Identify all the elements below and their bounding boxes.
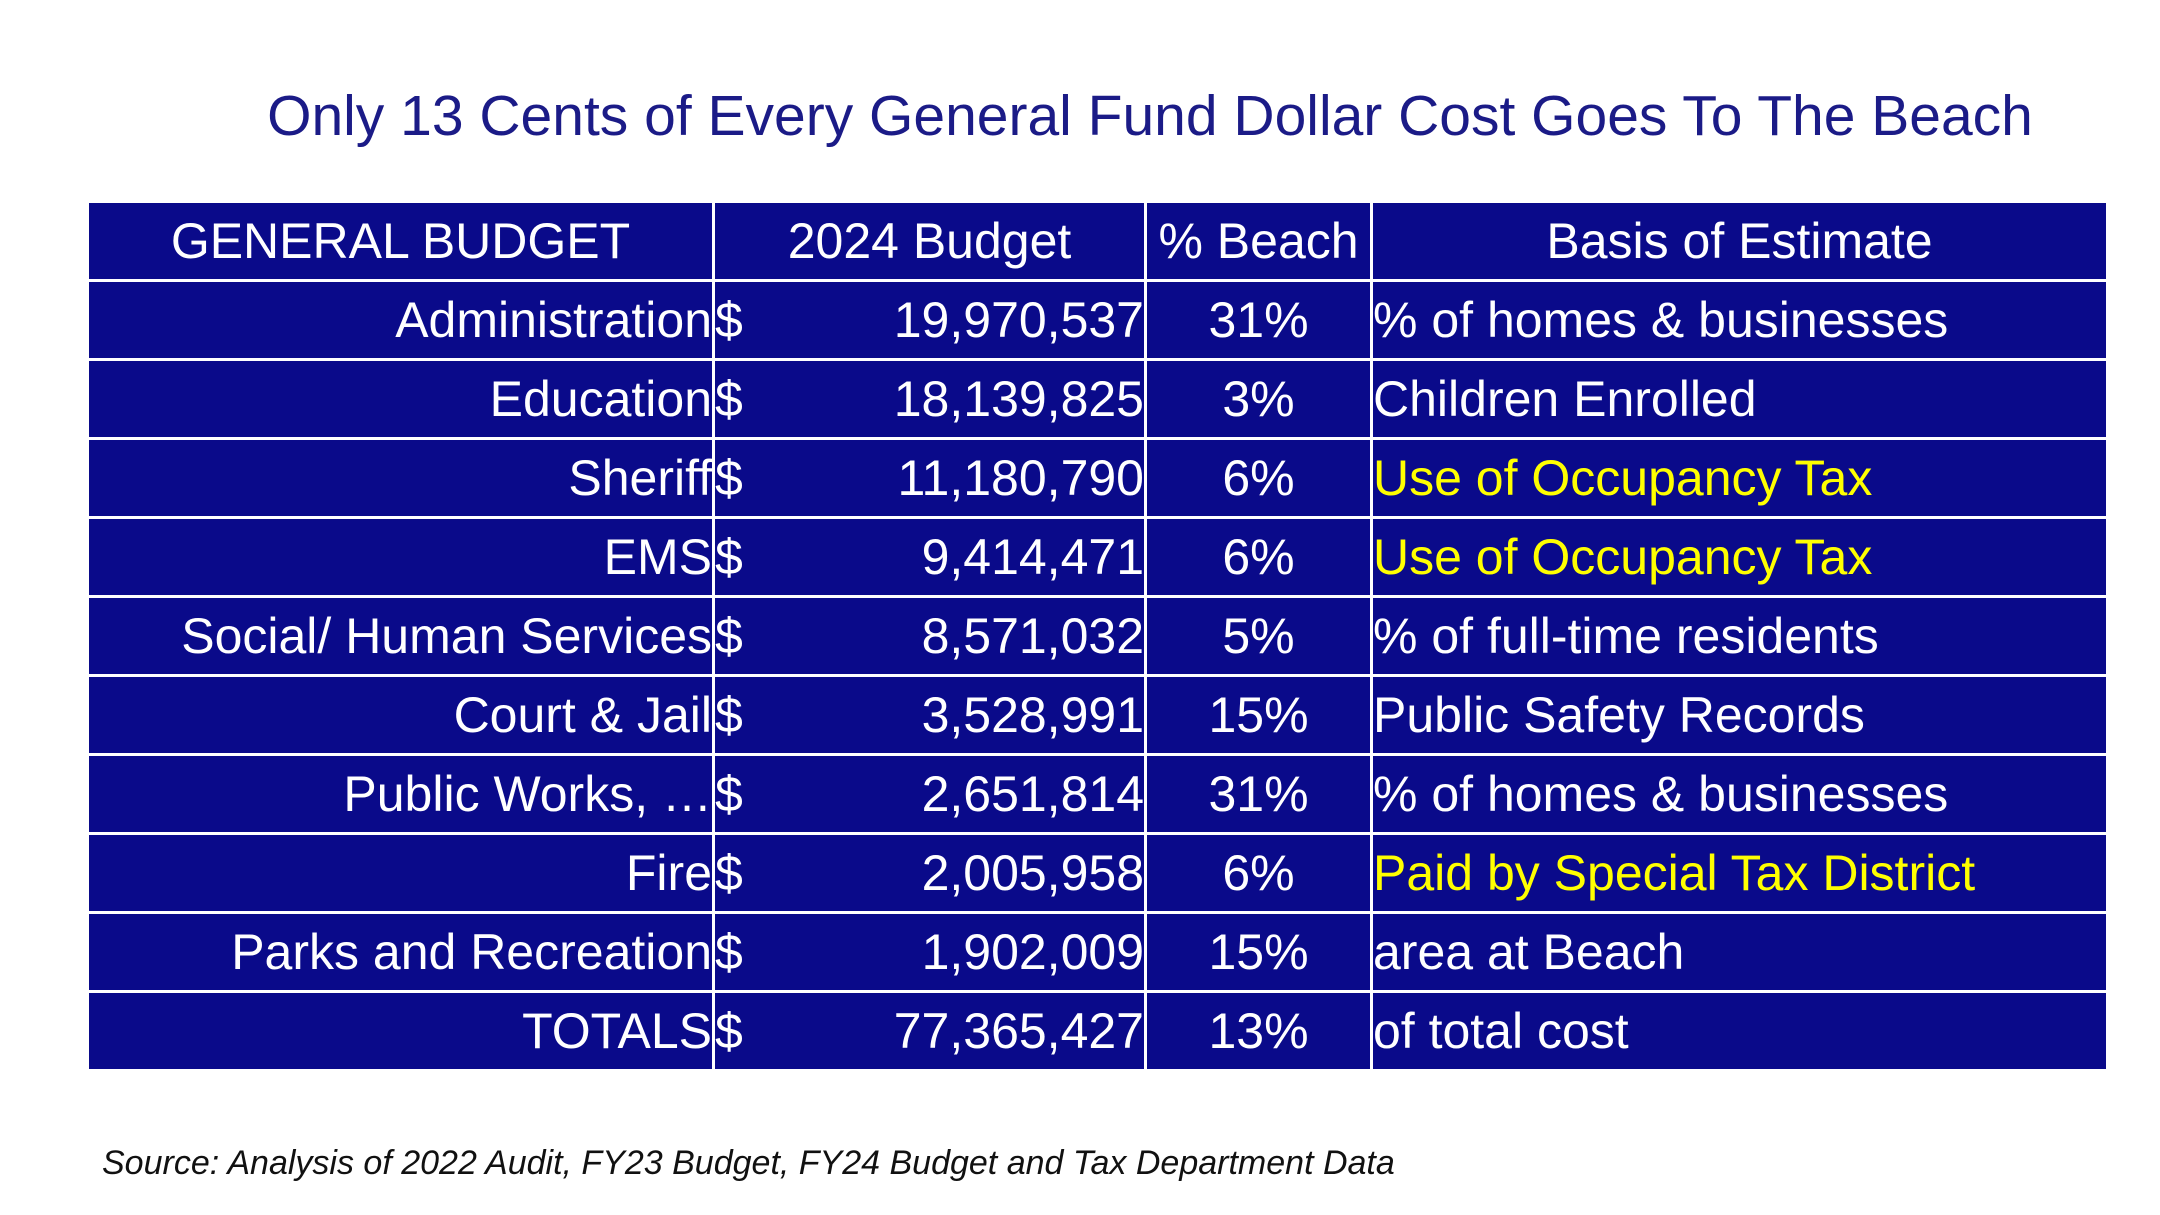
budget-cell: $11,180,790 <box>712 437 1147 519</box>
pct-beach-cell: 6% <box>1144 437 1373 519</box>
budget-cell: $19,970,537 <box>712 279 1147 361</box>
basis-cell: area at Beach <box>1370 911 2109 993</box>
basis-cell: Public Safety Records <box>1370 674 2109 756</box>
table-row: Social/ Human Services $8,571,032 5% % o… <box>86 595 2109 677</box>
budget-amount: 77,365,427 <box>893 1003 1144 1059</box>
category-cell: Public Works, … <box>86 753 715 835</box>
table-row: Court & Jail $3,528,991 15% Public Safet… <box>86 674 2109 756</box>
category-cell: Sheriff <box>86 437 715 519</box>
currency-symbol: $ <box>715 608 743 664</box>
basis-cell: % of homes & businesses <box>1370 753 2109 835</box>
pct-beach-cell: 6% <box>1144 832 1373 914</box>
table-row: Parks and Recreation $1,902,009 15% area… <box>86 911 2109 993</box>
budget-cell: $2,005,958 <box>712 832 1147 914</box>
pct-beach-cell: 6% <box>1144 516 1373 598</box>
source-note: Source: Analysis of 2022 Audit, FY23 Bud… <box>102 1144 1395 1182</box>
currency-symbol: $ <box>715 450 743 506</box>
budget-amount: 2,005,958 <box>921 845 1144 901</box>
currency-symbol: $ <box>715 1003 743 1059</box>
currency-symbol: $ <box>715 529 743 585</box>
budget-cell: $18,139,825 <box>712 358 1147 440</box>
basis-cell: of total cost <box>1370 990 2109 1072</box>
table-row: Fire $2,005,958 6% Paid by Special Tax D… <box>86 832 2109 914</box>
basis-cell: Paid by Special Tax District <box>1370 832 2109 914</box>
header-basis-of-estimate: Basis of Estimate <box>1370 200 2109 282</box>
table-row: Public Works, … $2,651,814 31% % of home… <box>86 753 2109 835</box>
table-body: Administration $19,970,537 31% % of home… <box>86 279 2109 1072</box>
table-header-row: GENERAL BUDGET 2024 Budget % Beach Basis… <box>86 200 2109 282</box>
category-cell: EMS <box>86 516 715 598</box>
currency-symbol: $ <box>715 371 743 427</box>
category-cell: Court & Jail <box>86 674 715 756</box>
pct-beach-cell: 15% <box>1144 674 1373 756</box>
budget-amount: 18,139,825 <box>893 371 1144 427</box>
category-cell: Social/ Human Services <box>86 595 715 677</box>
budget-cell: $1,902,009 <box>712 911 1147 993</box>
table-row: Administration $19,970,537 31% % of home… <box>86 279 2109 361</box>
header-pct-beach: % Beach <box>1144 200 1373 282</box>
pct-beach-cell: 13% <box>1144 990 1373 1072</box>
budget-amount: 9,414,471 <box>921 529 1144 585</box>
budget-table: GENERAL BUDGET 2024 Budget % Beach Basis… <box>86 200 2109 1072</box>
budget-amount: 3,528,991 <box>921 687 1144 743</box>
basis-cell: Use of Occupancy Tax <box>1370 516 2109 598</box>
pct-beach-cell: 5% <box>1144 595 1373 677</box>
page-title: Only 13 Cents of Every General Fund Doll… <box>267 84 2033 148</box>
basis-cell: % of homes & businesses <box>1370 279 2109 361</box>
pct-beach-cell: 15% <box>1144 911 1373 993</box>
budget-amount: 11,180,790 <box>897 450 1144 506</box>
budget-cell: $2,651,814 <box>712 753 1147 835</box>
basis-cell: % of full-time residents <box>1370 595 2109 677</box>
header-general-budget: GENERAL BUDGET <box>86 200 715 282</box>
currency-symbol: $ <box>715 845 743 901</box>
budget-amount: 19,970,537 <box>893 292 1144 348</box>
category-cell: Parks and Recreation <box>86 911 715 993</box>
basis-cell: Use of Occupancy Tax <box>1370 437 2109 519</box>
budget-amount: 1,902,009 <box>921 924 1144 980</box>
basis-cell: Children Enrolled <box>1370 358 2109 440</box>
category-cell: Fire <box>86 832 715 914</box>
pct-beach-cell: 3% <box>1144 358 1373 440</box>
budget-cell: $77,365,427 <box>712 990 1147 1072</box>
budget-amount: 8,571,032 <box>921 608 1144 664</box>
table-row: Sheriff $11,180,790 6% Use of Occupancy … <box>86 437 2109 519</box>
table-row: Education $18,139,825 3% Children Enroll… <box>86 358 2109 440</box>
currency-symbol: $ <box>715 687 743 743</box>
currency-symbol: $ <box>715 292 743 348</box>
currency-symbol: $ <box>715 924 743 980</box>
category-cell: Education <box>86 358 715 440</box>
category-cell: Administration <box>86 279 715 361</box>
budget-cell: $8,571,032 <box>712 595 1147 677</box>
category-cell: TOTALS <box>86 990 715 1072</box>
header-2024-budget: 2024 Budget <box>712 200 1147 282</box>
budget-amount: 2,651,814 <box>921 766 1144 822</box>
table-row: EMS $9,414,471 6% Use of Occupancy Tax <box>86 516 2109 598</box>
totals-row: TOTALS $77,365,427 13% of total cost <box>86 990 2109 1072</box>
currency-symbol: $ <box>715 766 743 822</box>
budget-cell: $3,528,991 <box>712 674 1147 756</box>
pct-beach-cell: 31% <box>1144 279 1373 361</box>
pct-beach-cell: 31% <box>1144 753 1373 835</box>
budget-cell: $9,414,471 <box>712 516 1147 598</box>
